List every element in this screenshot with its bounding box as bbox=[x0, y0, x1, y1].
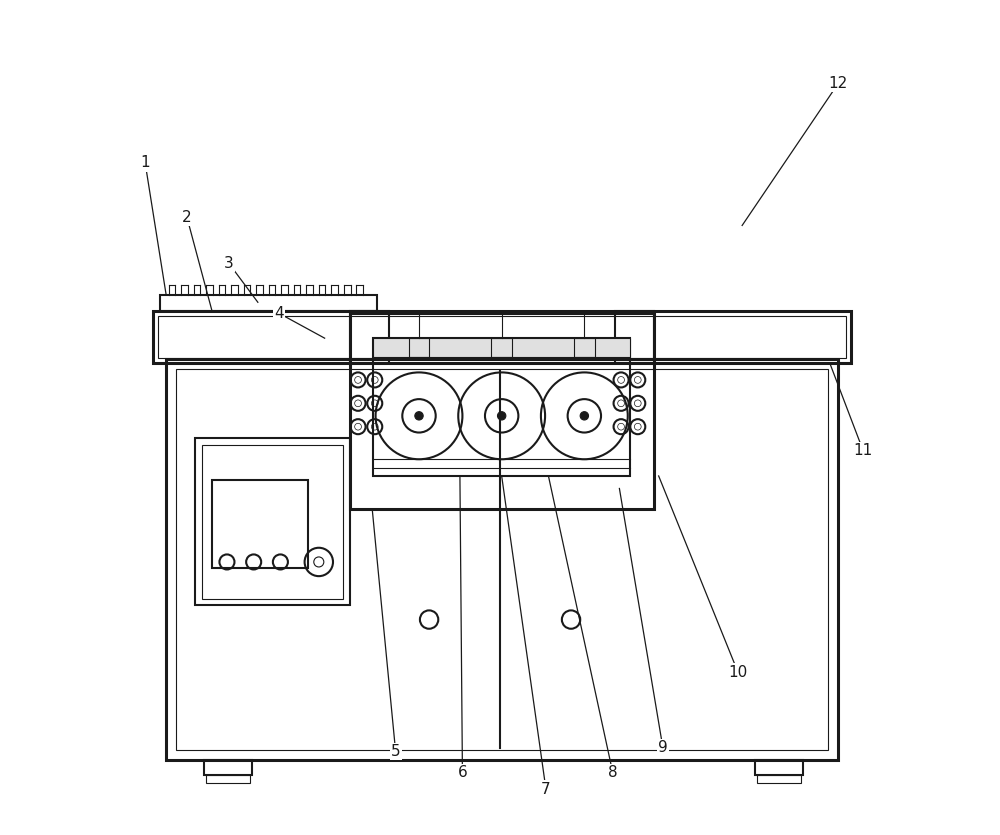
Bar bbox=[202, 445, 343, 599]
Text: 10: 10 bbox=[728, 665, 748, 680]
Circle shape bbox=[415, 412, 423, 420]
Text: 8: 8 bbox=[608, 765, 618, 780]
Bar bbox=[206, 775, 250, 783]
Bar bbox=[160, 295, 377, 311]
Text: 2: 2 bbox=[182, 210, 192, 225]
Bar bbox=[350, 313, 654, 509]
Bar bbox=[195, 438, 350, 605]
Bar bbox=[153, 311, 851, 363]
Text: 5: 5 bbox=[391, 744, 400, 759]
Text: 3: 3 bbox=[224, 256, 234, 271]
Bar bbox=[615, 311, 654, 363]
Bar bbox=[491, 338, 512, 357]
Bar bbox=[158, 316, 846, 358]
Circle shape bbox=[580, 412, 589, 420]
Bar bbox=[166, 359, 838, 760]
Bar bbox=[350, 311, 389, 363]
Text: 6: 6 bbox=[458, 765, 467, 780]
Bar bbox=[574, 338, 595, 357]
Text: 1: 1 bbox=[140, 155, 150, 170]
Text: 4: 4 bbox=[274, 306, 284, 321]
Bar bbox=[757, 775, 801, 783]
Bar bbox=[212, 480, 308, 568]
Bar bbox=[409, 338, 429, 357]
Bar bbox=[373, 338, 630, 357]
Bar bbox=[176, 369, 828, 750]
Text: 12: 12 bbox=[829, 76, 848, 91]
Text: 11: 11 bbox=[854, 443, 873, 458]
Text: 7: 7 bbox=[541, 782, 551, 797]
Circle shape bbox=[497, 412, 506, 420]
Bar bbox=[755, 760, 803, 775]
Text: 9: 9 bbox=[658, 740, 668, 755]
Bar bbox=[373, 338, 630, 476]
Bar bbox=[204, 760, 252, 775]
